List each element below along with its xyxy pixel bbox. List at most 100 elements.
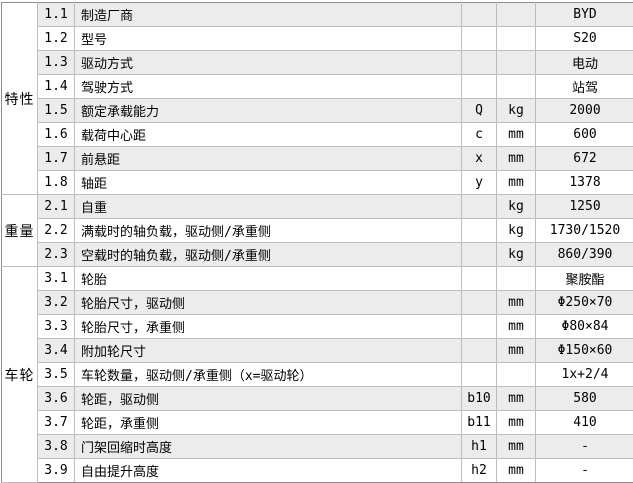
spec-row: 3.9 自由提升高度 h2 mm - [2, 458, 633, 483]
unit-cell: mm [496, 410, 536, 435]
unit-cell [496, 2, 536, 27]
row-number-cell: 1.7 [37, 146, 75, 171]
description-cell: 驱动方式 [74, 50, 462, 75]
value-cell: 672 [535, 146, 633, 171]
unit-cell: mm [496, 434, 536, 459]
unit-cell: mm [496, 458, 536, 483]
row-number-cell: 3.4 [37, 338, 75, 363]
symbol-cell [461, 194, 497, 219]
description-cell: 满载时的轴负载，驱动侧/承重侧 [74, 218, 462, 243]
symbol-cell [461, 242, 497, 267]
value-cell: 电动 [535, 50, 633, 75]
description-cell: 附加轮尺寸 [74, 338, 462, 363]
symbol-cell: Q [461, 98, 497, 123]
value-cell: 1x+2/4 [535, 362, 633, 387]
value-cell: 2000 [535, 98, 633, 123]
unit-cell: mm [496, 170, 536, 195]
symbol-cell: c [461, 122, 497, 147]
row-number-cell: 3.9 [37, 458, 75, 483]
symbol-cell [461, 74, 497, 99]
spec-row: 3.5 车轮数量，驱动侧/承重侧（x=驱动轮） 1x+2/4 [2, 362, 633, 387]
symbol-cell: b10 [461, 386, 497, 411]
value-cell: 站驾 [535, 74, 633, 99]
value-cell: - [535, 458, 633, 483]
row-number-cell: 2.3 [37, 242, 75, 267]
category-cell: 车轮 [1, 266, 38, 483]
row-number-cell: 1.1 [37, 2, 75, 27]
symbol-cell [461, 50, 497, 75]
value-cell: S20 [535, 26, 633, 51]
spec-row: 2.3 空载时的轴负载，驱动侧/承重侧 kg 860/390 [2, 242, 633, 267]
description-cell: 空载时的轴负载，驱动侧/承重侧 [74, 242, 462, 267]
symbol-cell: h1 [461, 434, 497, 459]
symbol-cell [461, 26, 497, 51]
symbol-cell [461, 290, 497, 315]
spec-row: 3.4 附加轮尺寸 mm Φ150×60 [2, 338, 633, 363]
symbol-cell: b11 [461, 410, 497, 435]
spec-row: 1.6 载荷中心距 c mm 600 [2, 122, 633, 147]
symbol-cell: x [461, 146, 497, 171]
spec-row: 重量 2.1 自重 kg 1250 [1, 194, 633, 267]
description-cell: 载荷中心距 [74, 122, 462, 147]
unit-cell [496, 266, 536, 291]
description-cell: 轮胎 [74, 266, 462, 291]
row-number-cell: 1.3 [37, 50, 75, 75]
unit-cell: mm [496, 314, 536, 339]
row-number-cell: 3.2 [37, 290, 75, 315]
spec-row: 3.8 门架回缩时高度 h1 mm - [2, 434, 633, 459]
value-cell: 580 [535, 386, 633, 411]
unit-cell: kg [496, 242, 536, 267]
description-cell: 额定承载能力 [74, 98, 462, 123]
spec-row: 1.8 轴距 y mm 1378 [2, 170, 633, 195]
spec-row: 1.4 驾驶方式 站驾 [2, 74, 633, 99]
value-cell: 1730/1520 [535, 218, 633, 243]
spec-row: 3.7 轮距，承重侧 b11 mm 410 [2, 410, 633, 435]
unit-cell: kg [496, 194, 536, 219]
spec-row: 3.3 轮胎尺寸，承重侧 mm Φ80×84 [2, 314, 633, 339]
description-cell: 型号 [74, 26, 462, 51]
row-number-cell: 3.1 [37, 266, 75, 291]
description-cell: 轮距，驱动侧 [74, 386, 462, 411]
description-cell: 轮胎尺寸，承重侧 [74, 314, 462, 339]
unit-cell: mm [496, 146, 536, 171]
row-number-cell: 3.8 [37, 434, 75, 459]
description-cell: 轮距，承重侧 [74, 410, 462, 435]
symbol-cell [461, 314, 497, 339]
category-cell: 特性 [1, 2, 38, 195]
unit-cell: mm [496, 122, 536, 147]
row-number-cell: 1.5 [37, 98, 75, 123]
description-cell: 轴距 [74, 170, 462, 195]
value-cell: 600 [535, 122, 633, 147]
row-number-cell: 1.6 [37, 122, 75, 147]
unit-cell: kg [496, 218, 536, 243]
value-cell: 1378 [535, 170, 633, 195]
row-number-cell: 1.2 [37, 26, 75, 51]
row-number-cell: 2.1 [37, 194, 75, 219]
value-cell: 410 [535, 410, 633, 435]
value-cell: 1250 [535, 194, 633, 219]
unit-cell [496, 50, 536, 75]
unit-cell: mm [496, 386, 536, 411]
unit-cell [496, 26, 536, 51]
row-number-cell: 1.8 [37, 170, 75, 195]
row-number-cell: 3.7 [37, 410, 75, 435]
unit-cell [496, 74, 536, 99]
spec-row: 特性 1.1 制造厂商 BYD [1, 2, 633, 195]
symbol-cell: y [461, 170, 497, 195]
symbol-cell [461, 362, 497, 387]
spec-row: 1.3 驱动方式 电动 [2, 50, 633, 75]
description-cell: 车轮数量，驱动侧/承重侧（x=驱动轮） [74, 362, 462, 387]
unit-cell: kg [496, 98, 536, 123]
spec-row: 3.6 轮距，驱动侧 b10 mm 580 [2, 386, 633, 411]
spec-row: 车轮 3.1 轮胎 聚胺酯 [1, 266, 633, 483]
row-number-cell: 3.3 [37, 314, 75, 339]
description-cell: 自由提升高度 [74, 458, 462, 483]
description-cell: 驾驶方式 [74, 74, 462, 99]
spec-row: 3.2 轮胎尺寸，驱动侧 mm Φ250×70 [2, 290, 633, 315]
value-cell: Φ250×70 [535, 290, 633, 315]
description-cell: 制造厂商 [74, 2, 462, 27]
value-cell: - [535, 434, 633, 459]
